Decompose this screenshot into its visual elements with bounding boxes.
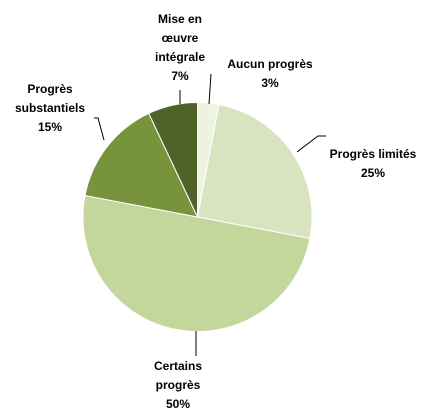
leader-line	[296, 135, 326, 153]
slice-label-line: progrès	[156, 378, 201, 392]
pie-slice	[84, 112, 199, 218]
pie-slice	[82, 194, 311, 332]
slice-value-label: 50%	[166, 397, 190, 411]
slice-label-line: Progrès	[27, 82, 73, 96]
slice-label: Certains progrès	[154, 359, 202, 392]
slice-label: Aucun progrès	[227, 57, 313, 71]
slice-label: Progrès limités	[330, 147, 417, 161]
leader-line	[94, 117, 105, 141]
slice-label-line: Mise en	[158, 12, 202, 26]
pie-slice	[148, 101, 198, 218]
slice-label-line: substantiels	[15, 101, 85, 115]
slice-value-label: 25%	[361, 166, 385, 180]
slice-label-line: œuvre	[162, 31, 199, 45]
slice-value-label: 15%	[38, 120, 62, 134]
slice-label: Mise en œuvre intégrale	[155, 12, 205, 64]
slice-label: Progrès substantiels	[15, 82, 85, 115]
pie-slice	[196, 103, 313, 240]
slice-label-line: Aucun progrès	[227, 57, 313, 71]
slice-label-line: intégrale	[155, 50, 205, 64]
slice-value-label: 7%	[171, 69, 189, 83]
slice-label-line: Certains	[154, 359, 202, 373]
leader-line	[208, 73, 212, 105]
slice-value-label: 3%	[261, 76, 279, 90]
slice-label-line: Progrès limités	[330, 147, 417, 161]
